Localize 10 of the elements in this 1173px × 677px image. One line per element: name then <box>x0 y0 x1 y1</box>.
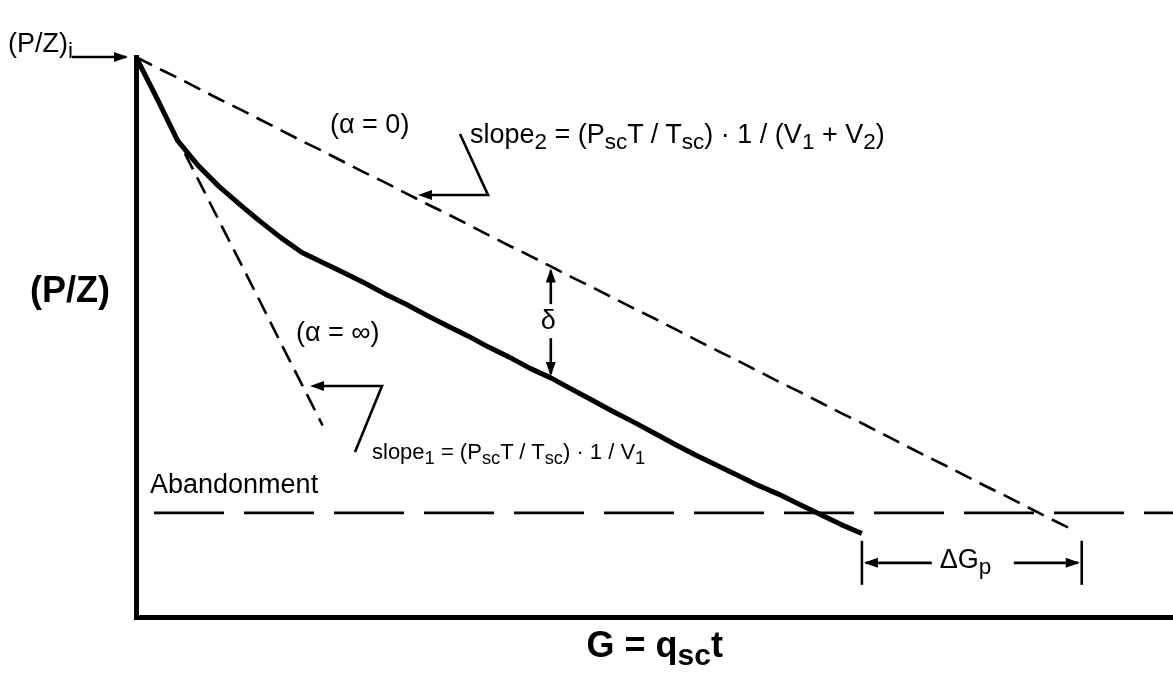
annotation: ΔG$_{p}$ <box>939 543 992 580</box>
annotation: (α = 0) <box>330 109 410 140</box>
text: slope$_{2}$ = (P$_{sc}$T / T$_{sc}$) · 1 / (V$_{1}$ + V$_{2}$) <box>470 119 885 155</box>
text: (P/Z)$_{i}$ <box>8 28 73 65</box>
annotation: δ <box>540 305 556 336</box>
y-axis-title: (P/Z) <box>30 269 110 310</box>
annotation: slope$_{1}$ = (P$_{sc}$T / T$_{sc}$) · 1 / V$_{1}$ <box>372 439 646 469</box>
x-axis-title: G = q$_{sc}$t <box>586 624 723 672</box>
annotation: (α = ∞) <box>296 317 380 348</box>
ref-line-label: Abandonment <box>150 468 319 499</box>
